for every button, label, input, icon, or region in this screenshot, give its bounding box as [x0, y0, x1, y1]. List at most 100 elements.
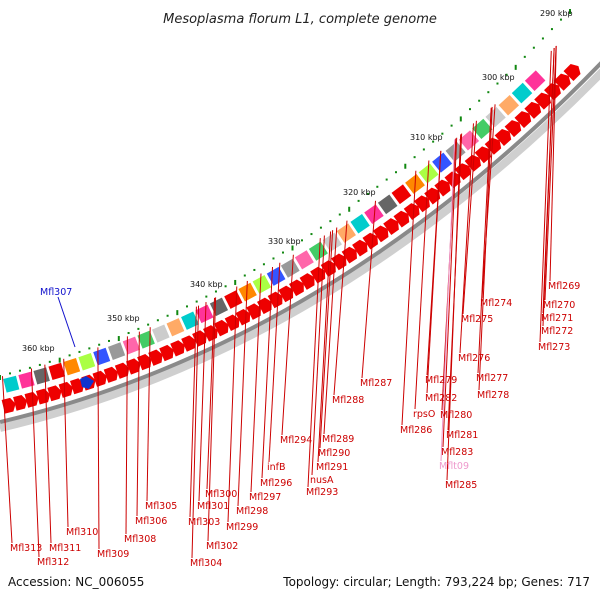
gene-arrow[interactable] — [372, 225, 389, 243]
gene-label[interactable]: infB — [267, 462, 286, 473]
gene-label[interactable]: Mfl278 — [477, 390, 509, 401]
gene-arrow[interactable] — [524, 101, 542, 119]
gene-block[interactable] — [280, 258, 300, 278]
gene-block[interactable] — [498, 95, 520, 116]
gene-label[interactable]: Mfl303 — [188, 517, 220, 528]
gene-arrow[interactable] — [464, 154, 481, 172]
gene-label[interactable]: Mfl291 — [316, 462, 348, 473]
gene-arrow[interactable] — [24, 391, 39, 408]
gene-label[interactable]: rpsO — [413, 409, 435, 420]
gene-arrow[interactable] — [114, 362, 130, 379]
gene-arrow[interactable] — [103, 366, 119, 383]
gene-arrow[interactable] — [126, 358, 141, 375]
gene-arrow[interactable] — [235, 309, 251, 326]
gene-block[interactable] — [33, 367, 50, 385]
highlight-gene-marker[interactable] — [80, 376, 94, 389]
gene-block[interactable] — [78, 352, 96, 371]
gene-arrow[interactable] — [246, 303, 261, 320]
gene-arrow[interactable] — [257, 297, 272, 315]
gene-block[interactable] — [209, 297, 229, 317]
gene-label[interactable]: nusA — [310, 475, 334, 486]
gene-block[interactable] — [3, 375, 20, 393]
gene-label[interactable]: Mfl281 — [446, 430, 478, 441]
gene-block[interactable] — [391, 184, 412, 205]
gene-arrow[interactable] — [352, 239, 368, 257]
gene-label[interactable]: Mfl275 — [461, 314, 493, 325]
gene-block[interactable] — [308, 241, 328, 261]
gene-block[interactable] — [485, 107, 506, 128]
gene-label[interactable]: Mfl296 — [260, 478, 292, 489]
gene-arrow[interactable] — [454, 163, 471, 181]
gene-arrow[interactable] — [563, 64, 581, 82]
gene-label[interactable]: Mfl304 — [190, 558, 222, 569]
gene-block[interactable] — [458, 130, 480, 151]
gene-label[interactable]: Mfl311 — [49, 543, 81, 554]
gene-label[interactable]: Mfl279 — [425, 375, 457, 386]
gene-arrow[interactable] — [504, 120, 522, 138]
gene-label[interactable]: Mfl312 — [37, 557, 69, 568]
gene-block[interactable] — [18, 371, 35, 389]
gene-block[interactable] — [511, 82, 533, 104]
gene-arrow[interactable] — [137, 354, 152, 371]
gene-label[interactable]: Mfl294 — [280, 435, 312, 446]
gene-arrow[interactable] — [13, 394, 28, 411]
gene-arrow[interactable] — [35, 388, 51, 405]
gene-label[interactable]: Mfl286 — [400, 425, 432, 436]
gene-arrow[interactable] — [278, 285, 294, 303]
gene-label[interactable]: Mfl283 — [441, 447, 473, 458]
gene-block[interactable] — [181, 311, 199, 330]
gene-block[interactable] — [432, 152, 453, 173]
gene-arrow[interactable] — [403, 203, 420, 220]
gene-label[interactable]: Mfl308 — [124, 534, 156, 545]
gene-label[interactable]: Mfl297 — [249, 492, 281, 503]
gene-arrow[interactable] — [58, 381, 73, 398]
gene-arrow[interactable] — [213, 319, 229, 337]
gene-arrow[interactable] — [47, 385, 62, 402]
gene-block[interactable] — [252, 274, 272, 294]
gene-label[interactable]: Mfl270 — [543, 300, 575, 311]
gene-arrow[interactable] — [514, 111, 532, 129]
gene-label[interactable]: Mfl299 — [226, 522, 258, 533]
gene-arrow[interactable] — [341, 246, 357, 264]
gene-arrow[interactable] — [553, 73, 571, 91]
gene-arrow[interactable] — [170, 340, 185, 357]
gene-label[interactable]: Mfl301 — [197, 501, 229, 512]
gene-arrow[interactable] — [310, 266, 326, 284]
gene-label[interactable]: Mfl306 — [135, 516, 167, 527]
gene-label[interactable]: Mfl302 — [206, 541, 238, 552]
gene-arrow[interactable] — [383, 218, 399, 235]
gene-block[interactable] — [266, 266, 286, 286]
gene-block[interactable] — [152, 324, 170, 343]
gene-arrow[interactable] — [92, 370, 107, 387]
gene-block[interactable] — [224, 290, 243, 309]
gene-label[interactable]: Mfl310 — [66, 527, 98, 538]
gene-label[interactable]: Mfl271 — [541, 313, 573, 324]
gene-label[interactable]: Mfl282 — [425, 393, 457, 404]
gene-arrow[interactable] — [484, 137, 502, 155]
gene-block[interactable] — [195, 304, 214, 324]
gene-label[interactable]: Mfl269 — [548, 281, 580, 292]
gene-block[interactable] — [166, 318, 185, 337]
gene-block[interactable] — [238, 282, 257, 302]
gene-label[interactable]: Mfl293 — [306, 487, 338, 498]
gene-label[interactable]: Mfl272 — [541, 326, 573, 337]
gene-block[interactable] — [48, 362, 66, 381]
gene-block[interactable] — [364, 204, 384, 224]
gene-label[interactable]: Mfl289 — [322, 434, 354, 445]
gene-block[interactable] — [294, 250, 314, 270]
gene-arrow[interactable] — [159, 344, 174, 362]
gene-block[interactable] — [524, 70, 546, 91]
gene-label[interactable]: Mfl290 — [318, 448, 350, 459]
gene-arrow[interactable] — [362, 232, 378, 250]
gene-label[interactable]: Mfl305 — [145, 501, 177, 512]
gene-label[interactable]: Mfl280 — [440, 410, 472, 421]
gene-label[interactable]: Mfl313 — [10, 543, 42, 554]
gene-block[interactable] — [122, 336, 141, 355]
gene-arrow[interactable] — [393, 210, 410, 228]
gene-label[interactable]: Mfl287 — [360, 378, 392, 389]
gene-arrow[interactable] — [474, 146, 492, 164]
gene-label[interactable]: Mflt09 — [439, 461, 469, 472]
gene-label[interactable]: Mfl273 — [538, 342, 570, 353]
gene-arrow[interactable] — [181, 335, 196, 352]
gene-block[interactable] — [63, 358, 81, 376]
